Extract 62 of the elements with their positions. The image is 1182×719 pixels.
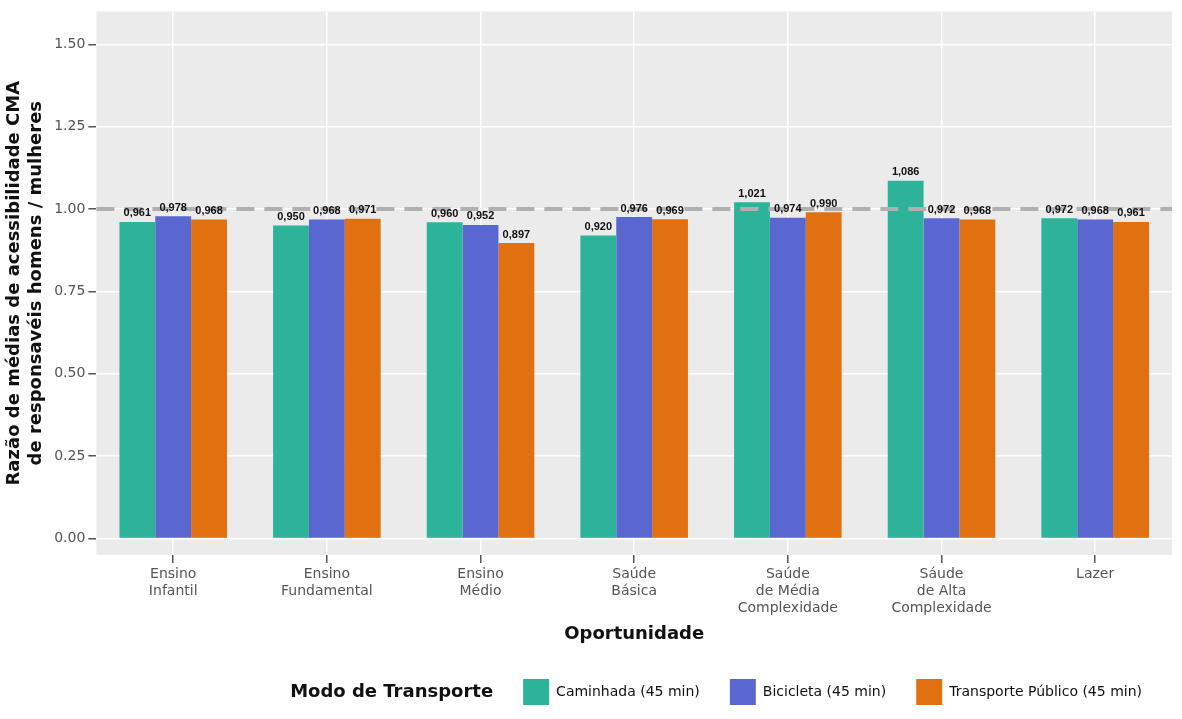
y-tick-label: 0.50: [54, 364, 86, 381]
legend-label: Caminhada (45 min): [556, 682, 700, 699]
x-tick-label: Ensino Fundamental: [281, 565, 373, 598]
legend-title: Modo de Transporte: [290, 679, 494, 701]
bar: [769, 217, 806, 538]
x-tick-label: Sáude de Alta Complexidade: [891, 565, 992, 615]
bar: [273, 225, 309, 538]
bar: [344, 218, 381, 538]
data-label: 0,969: [656, 203, 684, 216]
bar: [191, 219, 227, 538]
data-label: 0,920: [584, 219, 613, 232]
bar: [155, 216, 192, 538]
bar: [462, 224, 499, 538]
data-label: 0,961: [1117, 206, 1145, 219]
bar: [616, 216, 653, 538]
bar: [1077, 219, 1114, 538]
y-tick-label: 0.25: [54, 446, 86, 463]
legend-label: Transporte Público (45 min): [948, 682, 1142, 699]
data-label: 0,968: [313, 204, 341, 217]
y-tick-label: 1.50: [54, 34, 86, 51]
data-label: 0,968: [963, 204, 992, 217]
bar: [119, 221, 156, 538]
bar: [959, 219, 996, 538]
data-label: 0,968: [1081, 204, 1109, 217]
data-label: 0,952: [466, 209, 495, 222]
y-tick-label: 1.25: [54, 117, 86, 134]
x-tick-label: Ensino Médio: [457, 565, 504, 598]
y-axis-title: Razão de médias de acessibilidade CMA de responsavéis homens / mulheres: [2, 80, 46, 486]
bar: [734, 202, 770, 538]
data-label: 0,974: [774, 202, 803, 215]
bar: [923, 218, 960, 538]
data-label: 1,021: [738, 186, 766, 199]
x-tick-label: Lazer: [1076, 565, 1115, 582]
data-label: 0,968: [195, 204, 223, 217]
data-label: 0,961: [123, 206, 152, 219]
x-tick-label: Saúde de Média Complexidade: [737, 565, 838, 615]
bar: [652, 219, 688, 538]
data-label: 0,960: [430, 206, 459, 219]
y-tick-label: 1.00: [54, 199, 86, 216]
bar: [887, 180, 924, 538]
data-label: 0,972: [927, 202, 956, 215]
bar: [1113, 221, 1149, 538]
legend-label: Bicicleta (45 min): [762, 682, 887, 699]
data-label: 0,972: [1045, 202, 1074, 215]
bar: [426, 222, 463, 538]
bar: [1041, 218, 1078, 538]
bar: [308, 219, 345, 538]
x-tick-label: Saúde Básica: [611, 565, 658, 598]
y-tick-label: 0.75: [54, 282, 86, 299]
data-label: 0,971: [348, 203, 377, 216]
y-tick-label: 0.00: [54, 529, 86, 546]
data-label: 1,086: [891, 165, 920, 178]
data-label: 0,976: [620, 201, 648, 214]
data-label: 0,897: [502, 227, 531, 240]
data-label: 0,950: [277, 210, 305, 223]
x-tick-label: Ensino Infantil: [148, 565, 198, 598]
data-label: 0,990: [809, 196, 838, 209]
bar: [580, 235, 617, 538]
x-axis-title: Oportunidade: [564, 621, 705, 643]
data-label: 0,978: [159, 200, 187, 213]
bar: [498, 243, 535, 538]
bar: [805, 212, 842, 538]
